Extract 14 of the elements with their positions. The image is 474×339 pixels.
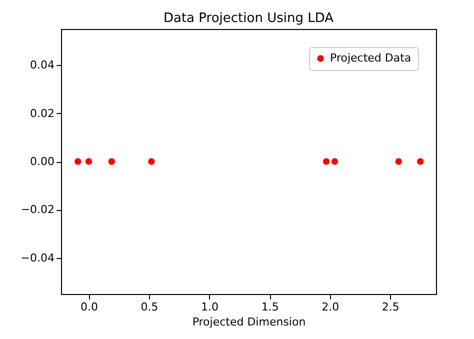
y-tick-label: 0.02 [30, 106, 54, 120]
y-tick-label: 0.04 [30, 58, 54, 72]
y-tick-label: −0.02 [20, 203, 54, 216]
x-tick-label: 0.5 [140, 300, 158, 314]
y-tick-label: 0.00 [30, 155, 54, 168]
x-tick-label: 0.0 [80, 300, 98, 314]
legend-label: Projected Data [330, 52, 412, 64]
x-tick-label: 1.5 [261, 300, 279, 314]
chart-title: Data Projection Using LDA [163, 11, 334, 26]
x-tick-label: 1.0 [201, 300, 219, 314]
y-tick-label: −0.04 [20, 251, 54, 264]
x-axis-title: Projected Dimension [192, 316, 306, 328]
x-tick-label: 2.5 [382, 300, 400, 314]
x-tick-label: 2.0 [322, 300, 340, 314]
